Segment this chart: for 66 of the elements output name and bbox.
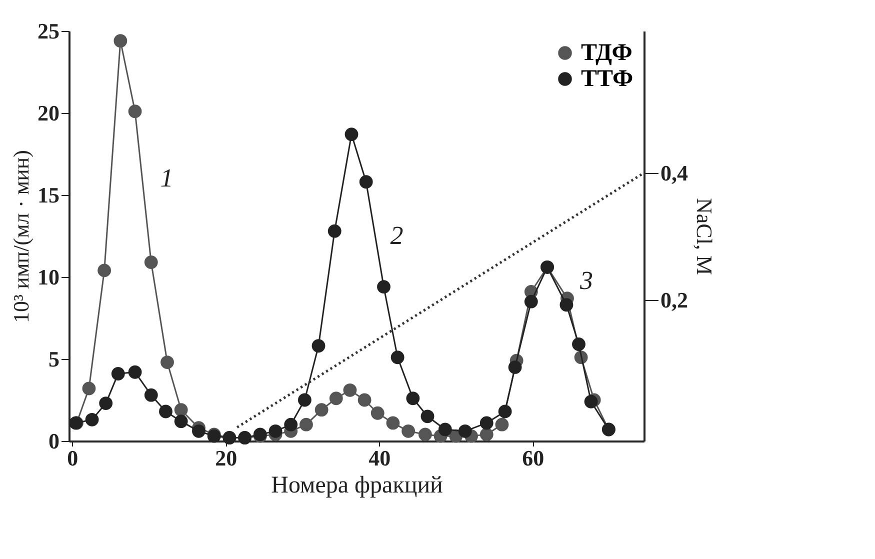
point <box>128 365 142 379</box>
point <box>160 356 174 369</box>
point <box>344 128 358 142</box>
point <box>312 339 326 353</box>
y-tick-label: 0 <box>48 428 60 454</box>
point <box>498 404 512 418</box>
point <box>359 175 373 189</box>
point <box>358 393 372 407</box>
point <box>300 418 313 432</box>
x-tick-label: 20 <box>215 446 238 470</box>
point <box>377 280 390 294</box>
point <box>418 428 432 442</box>
y-tick-label: 15 <box>38 182 60 208</box>
point <box>114 34 128 48</box>
point <box>508 360 522 374</box>
point <box>98 264 112 278</box>
point <box>420 410 434 424</box>
point <box>329 392 343 406</box>
point <box>314 403 328 417</box>
y2-axis-title: NaCl, M <box>692 198 717 275</box>
y2-tick-label: 0,2 <box>660 288 688 313</box>
annotation: 1 <box>160 164 174 193</box>
point <box>370 406 384 420</box>
point <box>480 428 494 442</box>
y-tick-label: 5 <box>48 346 60 372</box>
x-tick-label: 0 <box>67 446 78 470</box>
point <box>343 383 357 397</box>
point <box>406 392 420 406</box>
legend-label: ТДФ <box>581 40 632 66</box>
point <box>159 404 172 418</box>
point <box>144 256 158 269</box>
point <box>390 350 404 364</box>
x-tick-label: 60 <box>522 446 544 470</box>
legend-label: ТТФ <box>581 66 634 92</box>
point <box>174 414 188 428</box>
point <box>284 418 298 432</box>
point <box>192 424 206 438</box>
point <box>584 394 598 408</box>
point <box>268 424 282 438</box>
point <box>560 298 574 312</box>
point <box>82 382 96 396</box>
point <box>524 294 538 308</box>
point <box>572 338 586 351</box>
x-axis-title: Номера фракций <box>271 472 444 498</box>
point <box>99 396 113 410</box>
point <box>438 422 452 436</box>
x-tick-label: 40 <box>368 446 391 470</box>
point <box>328 224 342 238</box>
y-tick-label: 25 <box>38 18 60 44</box>
point <box>495 418 509 432</box>
point <box>298 393 312 407</box>
y-tick-label: 20 <box>38 100 60 126</box>
point <box>174 403 188 417</box>
point <box>111 367 125 380</box>
point <box>402 424 416 438</box>
point <box>458 424 472 438</box>
y-axis-title: 10³ имп/(мл · мин) <box>8 150 34 324</box>
annotation: 2 <box>390 221 404 250</box>
y2-tick-label: 0,4 <box>660 160 688 186</box>
point <box>144 388 158 402</box>
annotation: 3 <box>579 266 593 296</box>
point <box>480 416 494 430</box>
point <box>386 416 400 430</box>
y-tick-label: 10 <box>38 264 60 290</box>
point <box>85 412 99 426</box>
point <box>128 104 142 118</box>
